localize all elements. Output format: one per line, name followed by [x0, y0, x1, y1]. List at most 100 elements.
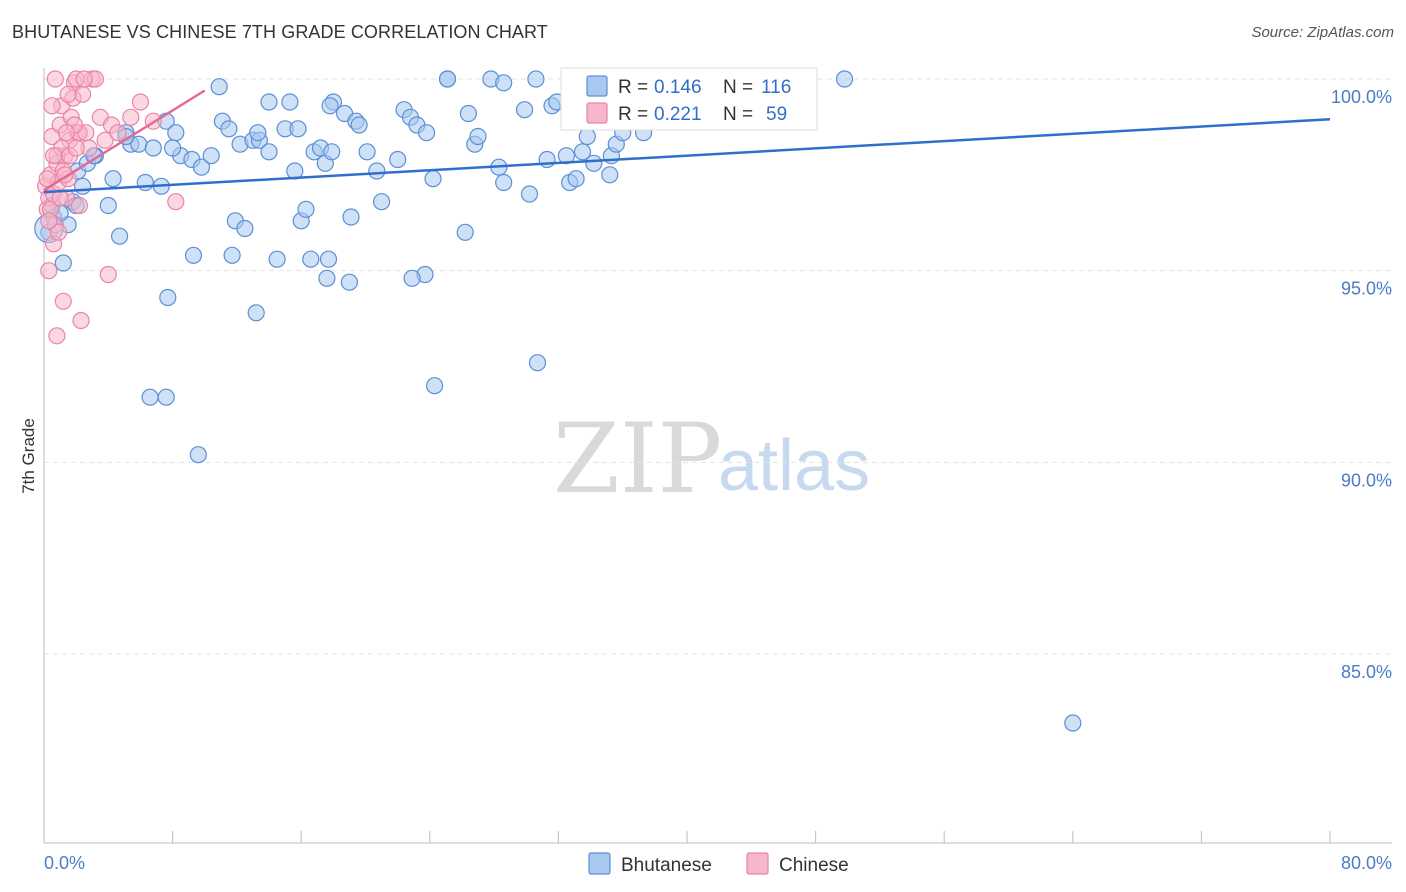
- chinese-point: [59, 85, 77, 103]
- chinese-point: [67, 139, 85, 157]
- legend-n-value-bhutanese: 116: [761, 77, 791, 98]
- bhutanese-point: [297, 200, 315, 218]
- legend-n-value-chinese: 59: [766, 104, 787, 125]
- chinese-point: [44, 147, 63, 165]
- bhutanese-point: [835, 70, 854, 88]
- bhutanese-point: [424, 170, 442, 188]
- bhutanese-point: [319, 250, 338, 268]
- bhutanese-point: [141, 388, 159, 406]
- bhutanese-point: [220, 120, 238, 138]
- bottom-legend-swatch-chinese: [746, 852, 769, 875]
- y-axis-label: 7th Grade: [19, 418, 38, 494]
- legend-n-label-bhutanese: N =: [723, 77, 753, 98]
- stats-legend: R = 0.146 N = 116 R = 0.221 N = 59: [560, 67, 818, 131]
- y-tick-label-95: 95.0%: [1341, 279, 1392, 299]
- bhutanese-point: [350, 116, 368, 134]
- bhutanese-point: [495, 74, 513, 92]
- chinese-point: [122, 108, 140, 126]
- bhutanese-point: [1064, 714, 1082, 732]
- bhutanese-point: [520, 185, 539, 203]
- bhutanese-point: [601, 166, 619, 184]
- bhutanese-point: [323, 143, 341, 161]
- bhutanese-point: [459, 104, 477, 123]
- bhutanese-point: [389, 150, 407, 169]
- bhutanese-point: [567, 170, 585, 188]
- bottom-legend-label-bhutanese: Bhutanese: [621, 855, 712, 876]
- bhutanese-point: [281, 93, 299, 111]
- bhutanese-point: [578, 127, 596, 146]
- grid-lines: [44, 78, 1392, 655]
- bhutanese-point: [573, 143, 592, 161]
- bhutanese-point: [189, 446, 207, 464]
- chinese-point: [96, 131, 114, 149]
- bhutanese-point: [302, 250, 320, 268]
- series-legend: Bhutanese Chinese: [588, 852, 849, 876]
- bhutanese-point: [289, 120, 307, 138]
- bhutanese-point: [318, 269, 336, 287]
- bhutanese-point: [223, 246, 241, 264]
- bhutanese-point: [260, 93, 278, 111]
- legend-r-label-chinese: R =: [618, 104, 648, 125]
- bhutanese-point: [368, 162, 386, 180]
- bhutanese-point: [469, 127, 487, 146]
- bhutanese-point: [136, 173, 154, 192]
- bhutanese-point: [495, 173, 513, 192]
- bottom-legend-label-chinese: Chinese: [779, 855, 849, 876]
- legend-r-label-bhutanese: R =: [618, 77, 648, 98]
- bhutanese-point: [104, 170, 122, 188]
- chinese-point: [49, 223, 68, 241]
- bhutanese-point: [167, 124, 185, 142]
- legend-n-label-chinese: N =: [723, 104, 753, 125]
- legend-r-value-chinese: 0.221: [654, 104, 702, 125]
- trend-line-chinese: [43, 89, 206, 192]
- bhutanese-point: [260, 143, 278, 161]
- bhutanese-point: [54, 254, 72, 272]
- bhutanese-point: [426, 377, 444, 395]
- bhutanese-point: [438, 70, 457, 88]
- chinese-point: [73, 85, 92, 103]
- legend-r-value-bhutanese: 0.146: [654, 77, 702, 98]
- bhutanese-point: [249, 124, 267, 142]
- x-tick-label-min: 0.0%: [44, 853, 85, 873]
- bhutanese-point: [358, 143, 376, 161]
- chinese-point: [70, 196, 89, 215]
- chinese-point: [131, 93, 149, 111]
- chinese-point: [43, 97, 61, 115]
- watermark-atlas: atlas: [718, 426, 870, 506]
- trend-line-bhutanese: [43, 118, 1331, 194]
- bhutanese-point: [247, 304, 265, 322]
- chinese-point: [48, 327, 66, 345]
- chart-title: BHUTANESE VS CHINESE 7TH GRADE CORRELATI…: [12, 22, 548, 42]
- bhutanese-point: [456, 223, 474, 241]
- bhutanese-point: [236, 219, 254, 238]
- bhutanese-point: [403, 269, 421, 287]
- bhutanese-point: [527, 70, 545, 88]
- bhutanese-point: [159, 288, 177, 307]
- legend-swatch-bhutanese: [586, 75, 608, 97]
- chinese-point: [75, 70, 93, 88]
- bhutanese-point: [99, 196, 117, 215]
- chinese-point: [38, 170, 56, 188]
- bhutanese-point: [210, 78, 228, 96]
- bhutanese-point: [321, 97, 339, 115]
- bhutanese-point: [164, 139, 182, 157]
- watermark: ZIP atlas: [553, 403, 870, 515]
- y-tick-label-90: 90.0%: [1341, 470, 1392, 490]
- x-axis-ticks: [43, 831, 1331, 843]
- bhutanese-point: [373, 193, 391, 211]
- y-tick-label-100: 100.0%: [1331, 87, 1392, 107]
- watermark-zip: ZIP: [553, 403, 722, 515]
- chinese-point: [99, 265, 117, 284]
- bhutanese-point: [515, 101, 534, 119]
- chinese-point: [167, 193, 185, 211]
- chinese-point: [57, 124, 76, 142]
- y-tick-label-85: 85.0%: [1341, 662, 1392, 682]
- chinese-point: [54, 292, 72, 310]
- bhutanese-point: [418, 124, 436, 142]
- bhutanese-point: [157, 388, 175, 406]
- chinese-point: [40, 262, 58, 280]
- bhutanese-point: [202, 147, 220, 165]
- bhutanese-point: [528, 354, 547, 372]
- chinese-point: [72, 311, 90, 330]
